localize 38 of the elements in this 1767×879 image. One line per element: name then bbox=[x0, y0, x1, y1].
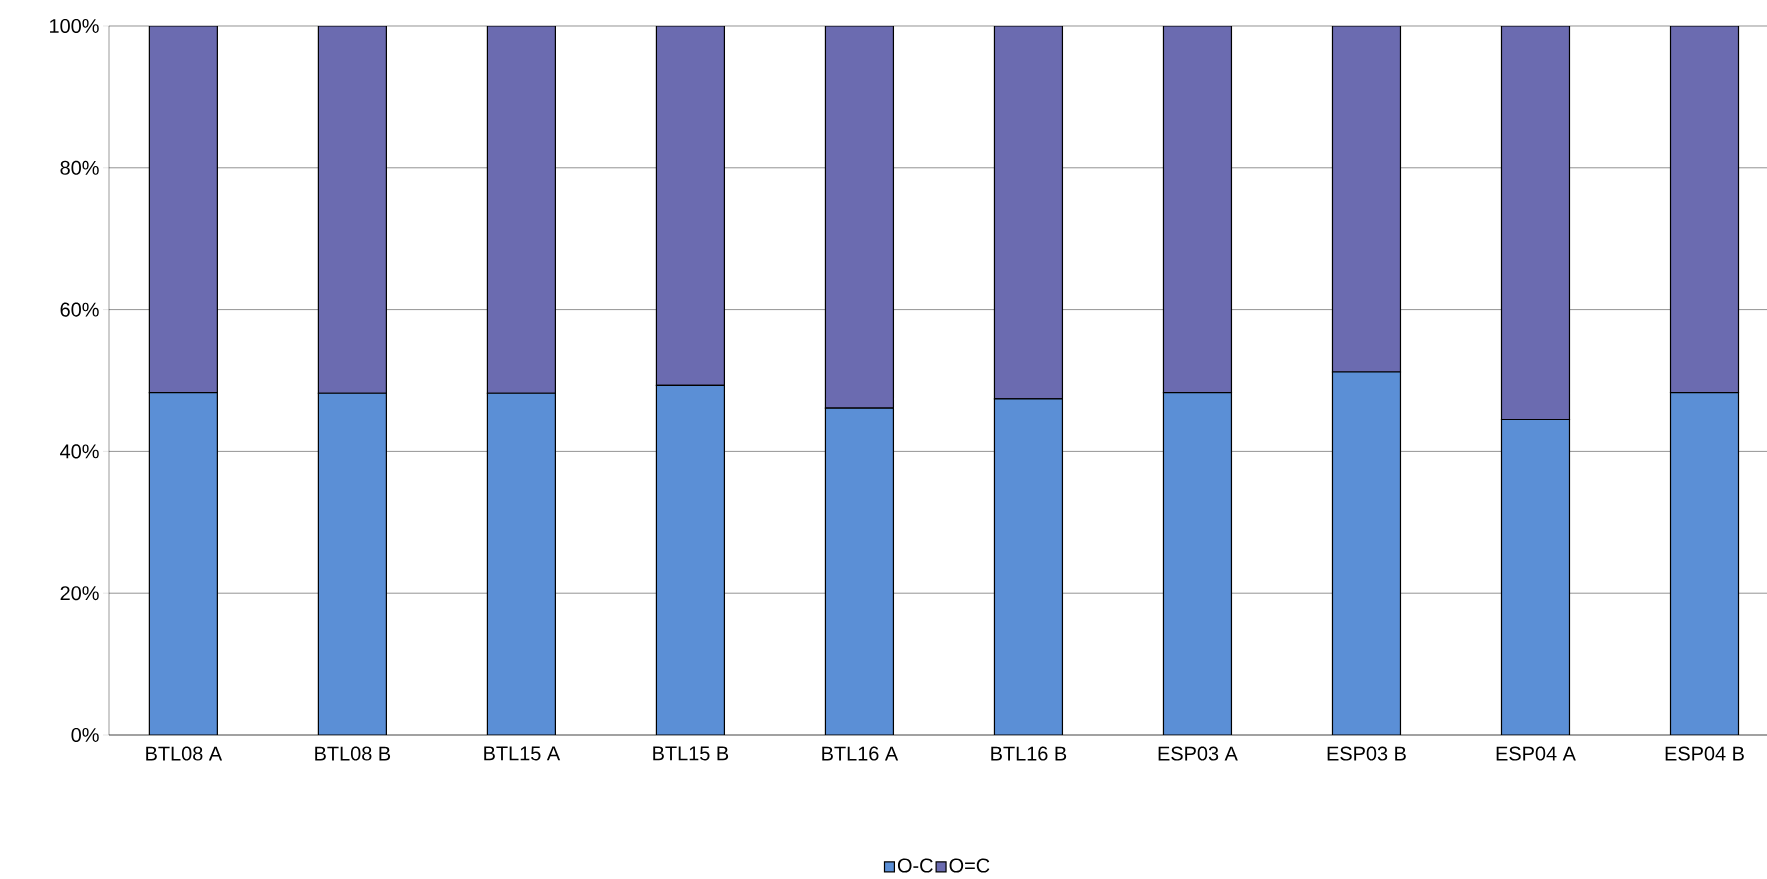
bar bbox=[1162, 391, 1233, 735]
y-tick-label: 0% bbox=[71, 727, 99, 743]
x-tick-label: ESP04 A bbox=[1496, 746, 1576, 761]
bar bbox=[317, 392, 387, 735]
bar bbox=[317, 25, 387, 394]
bar bbox=[824, 407, 895, 735]
x-tick-label: ESP03 A bbox=[1158, 746, 1238, 761]
bar bbox=[824, 25, 895, 409]
bar bbox=[1669, 25, 1740, 394]
bar bbox=[148, 25, 218, 394]
x-tick-label: ESP04 B bbox=[1665, 746, 1744, 761]
x-tick-label: BTL08 A bbox=[146, 746, 223, 761]
bar bbox=[655, 25, 726, 387]
y-tick-label: 40% bbox=[60, 444, 99, 459]
x-tick-label: BTL16 B bbox=[991, 746, 1067, 761]
bar bbox=[486, 392, 556, 735]
bar bbox=[993, 398, 1064, 735]
legend-label: O=C bbox=[949, 858, 990, 873]
x-tick-label: BTL15 A bbox=[484, 746, 561, 761]
y-tick-label: 60% bbox=[60, 302, 99, 317]
x-tick-label: BTL08 B bbox=[315, 746, 391, 761]
y-tick-label: 80% bbox=[60, 160, 99, 175]
bar bbox=[993, 25, 1064, 400]
bar bbox=[1669, 391, 1740, 735]
y-tick-label: 20% bbox=[60, 586, 99, 601]
x-tick-label: BTL15 B bbox=[653, 746, 729, 761]
x-tick-label: BTL16 A bbox=[822, 746, 899, 761]
bar bbox=[1162, 25, 1233, 394]
x-tick-label: ESP03 B bbox=[1327, 746, 1406, 761]
bar bbox=[655, 384, 726, 735]
bar bbox=[1500, 25, 1571, 421]
bar bbox=[1500, 418, 1571, 735]
bar bbox=[486, 25, 556, 394]
y-tick-label: 100% bbox=[50, 18, 99, 34]
bar bbox=[1331, 25, 1402, 373]
bar bbox=[148, 391, 218, 735]
bar bbox=[1331, 371, 1402, 735]
legend-label: O-C bbox=[897, 858, 933, 873]
